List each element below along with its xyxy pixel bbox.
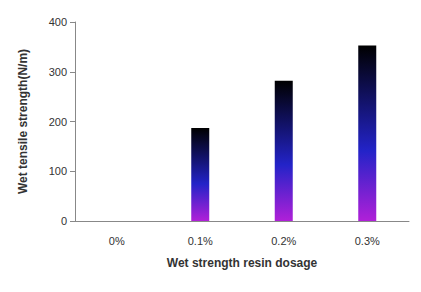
svg-text:0: 0 bbox=[61, 215, 67, 227]
svg-text:0.2%: 0.2% bbox=[271, 235, 296, 247]
svg-text:200: 200 bbox=[49, 116, 67, 128]
svg-text:0.1%: 0.1% bbox=[188, 235, 213, 247]
svg-text:Wet strength resin dosage: Wet strength resin dosage bbox=[167, 256, 318, 270]
svg-text:300: 300 bbox=[49, 66, 67, 78]
svg-text:100: 100 bbox=[49, 165, 67, 177]
svg-text:0%: 0% bbox=[109, 235, 125, 247]
svg-text:Wet tensile strength(N/m): Wet tensile strength(N/m) bbox=[16, 49, 30, 194]
svg-text:400: 400 bbox=[49, 16, 67, 28]
svg-text:0.3%: 0.3% bbox=[355, 235, 380, 247]
